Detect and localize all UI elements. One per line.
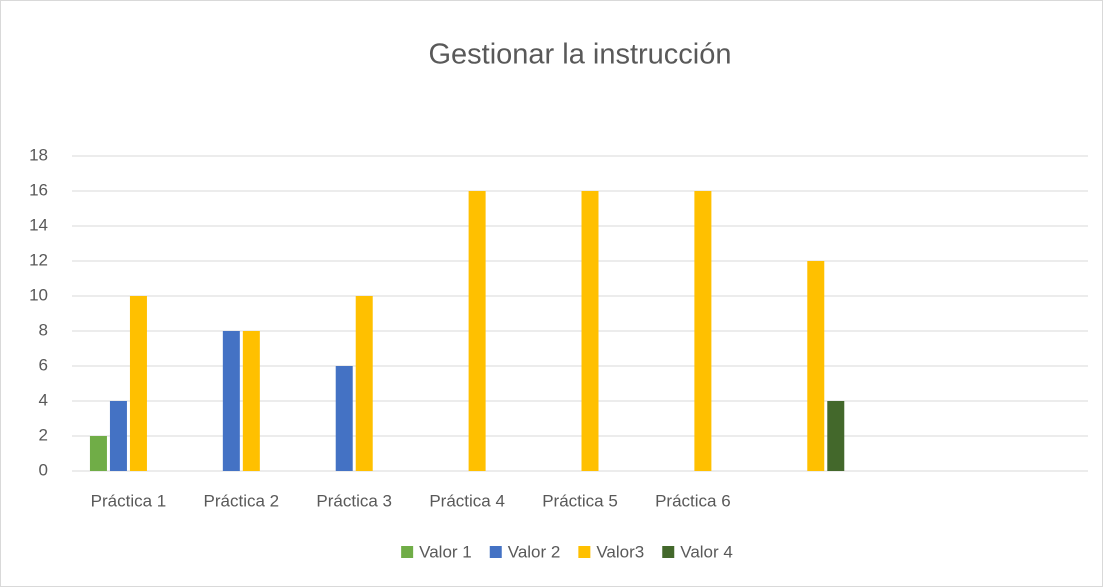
y-tick-label: 0 <box>39 460 48 479</box>
y-tick-label: 12 <box>29 250 48 269</box>
y-tick-label: 8 <box>39 320 48 339</box>
y-tick-label: 6 <box>39 355 48 374</box>
bar <box>129 296 147 471</box>
x-tick-label: Práctica 3 <box>316 491 392 510</box>
y-tick-label: 2 <box>39 425 48 444</box>
bar <box>109 401 127 471</box>
y-tick-label: 14 <box>29 215 48 234</box>
x-tick-label: Práctica 4 <box>429 491 505 510</box>
chart-title: Gestionar la instrucción <box>428 39 731 71</box>
x-tick-label: Práctica 6 <box>655 491 731 510</box>
bar <box>222 331 240 471</box>
bar <box>827 401 845 471</box>
y-tick-label: 16 <box>29 180 48 199</box>
legend-swatch <box>662 546 675 558</box>
legend-label: Valor 4 <box>680 542 733 561</box>
bar <box>89 436 107 471</box>
bar <box>694 191 712 471</box>
legend-label: Valor3 <box>596 542 644 561</box>
y-tick-label: 4 <box>39 390 48 409</box>
bar <box>242 331 260 471</box>
bar <box>807 261 825 471</box>
legend-label: Valor 1 <box>419 542 472 561</box>
legend-swatch <box>489 546 502 558</box>
legend-label: Valor 2 <box>508 542 561 561</box>
legend-swatch <box>401 546 414 558</box>
x-tick-label: Práctica 5 <box>542 491 618 510</box>
y-tick-label: 18 <box>29 145 48 164</box>
bar <box>355 296 373 471</box>
bar <box>581 191 599 471</box>
legend-swatch <box>578 546 591 558</box>
bar <box>468 191 486 471</box>
x-tick-label: Práctica 1 <box>91 491 167 510</box>
bar <box>335 366 353 471</box>
y-tick-label: 10 <box>29 285 48 304</box>
x-tick-label: Práctica 2 <box>204 491 280 510</box>
